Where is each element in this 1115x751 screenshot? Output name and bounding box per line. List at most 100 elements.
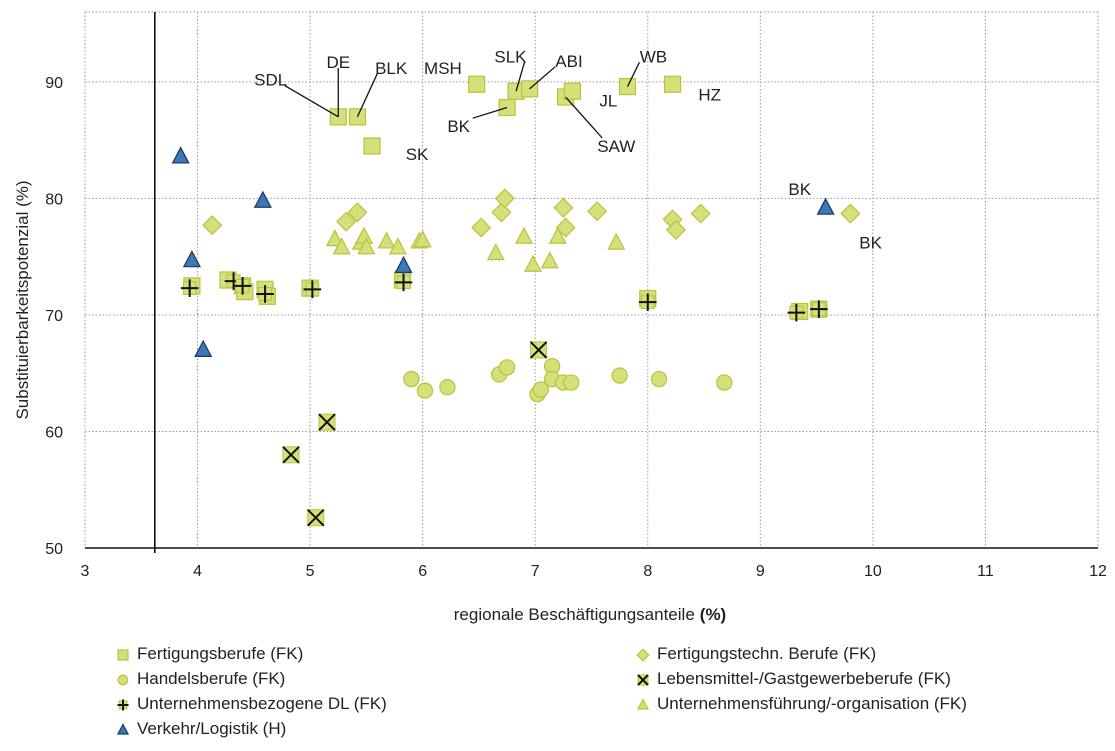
x-tick-label: 6 [418,563,427,580]
data-point-plus [303,280,322,299]
annotations: SDL DE BLK MSH SK SLK ABI BK SAW WB JL HZ BK BK [254,47,882,252]
data-point-triangle [413,230,432,248]
annotation-label: BLK [375,59,408,78]
data-point-triangle-blue [394,255,413,274]
data-point-triangle-blue [171,146,190,164]
data-point-square [563,82,581,100]
y-tick-label: 60 [45,424,63,441]
annotation-label: MSH [424,59,462,78]
data-point-square [498,98,516,117]
data-point-plus [256,285,274,303]
annotation-leader [565,96,603,139]
x-tick-label: 10 [864,563,882,580]
data-point-circle [716,374,733,391]
annotation-label: JL [599,92,617,111]
data-point-diamond [336,211,357,232]
y-tick-label: 90 [45,75,63,92]
data-point-triangle-blue [182,249,202,268]
data-point-x [529,341,548,359]
annotation-label: SAW [597,137,635,156]
data-point-diamond [491,202,512,223]
y-tick-label: 50 [45,541,63,558]
x-axis-label-text: regionale Beschäftigungsanteile [454,605,695,624]
y-tick-label: 80 [45,191,63,208]
data-point-triangle [357,237,376,255]
x-tick-label: 8 [643,563,652,580]
data-point-square [663,75,682,93]
data-point-plus [233,277,252,295]
annotation-leader [472,106,508,119]
data-point-triangle [607,232,626,250]
x-tick-label: 11 [977,563,994,580]
data-points [171,75,861,527]
data-point-diamond [665,219,686,240]
data-point-triangle-blue [194,339,213,357]
data-point-triangle [377,231,396,249]
data-point-plus [810,300,828,318]
annotation-label: SDL [254,71,287,90]
x-tick-label: 9 [756,563,765,580]
x-tick-label: 12 [1089,563,1107,580]
x-tick-label: 5 [306,563,315,580]
annotation-label: HZ [698,86,721,105]
data-point-diamond [347,202,368,223]
data-point-circle [650,370,668,388]
data-point-triangle [355,226,374,244]
data-point-triangle [514,226,533,244]
data-point-plus [787,303,806,322]
annotation-leader [515,62,526,92]
data-point-triangle [388,237,407,255]
x-tick-label: 7 [531,563,540,580]
data-point-circle [416,382,434,399]
annotation-leader [529,66,556,90]
grid-lines [84,11,1099,548]
data-point-diamond [587,201,608,222]
annotation-leader [356,73,378,118]
tick-labels: 3 4 5 6 7 8 9 10 11 12 50 60 70 80 90 [45,75,1107,580]
data-point-square [468,75,486,93]
data-point-plus [638,293,657,311]
y-tick-label: 70 [45,308,63,325]
y-axis-label: Substituierbarkeitspotenzial (%) [13,180,32,419]
annotation-leader [284,85,339,118]
x-tick-label: 3 [81,563,90,580]
data-point-diamond [840,203,861,224]
data-point-triangle [325,229,344,247]
annotation-label: SLK [494,47,527,66]
x-tick-label: 4 [193,563,202,580]
data-point-diamond [494,188,515,209]
data-point-plus [180,279,199,297]
data-point-circle [403,370,420,388]
data-point-triangle [332,237,351,255]
annotation-leader [626,61,640,87]
data-point-diamond [471,217,492,238]
data-point-diamond [553,197,574,218]
data-point-triangle [523,254,542,272]
annotation-label: DE [326,53,350,72]
annotation-label: BK [447,117,470,136]
data-point-diamond [555,217,576,238]
data-point-triangle-blue [253,190,272,208]
data-point-triangle [548,226,567,244]
data-point-triangle [540,251,559,269]
annotation-label: BK [859,234,882,253]
annotation-label: ABI [555,52,582,71]
data-point-square [363,137,381,155]
data-point-x [282,446,300,464]
data-point-diamond [690,203,711,224]
annotation-label: SK [406,145,429,164]
data-point-circle [498,359,516,376]
data-point-circle [563,374,580,391]
data-point-diamond [202,215,223,236]
data-point-triangle-blue [816,197,835,215]
data-point-plus [394,273,413,292]
annotation-label: BK [788,180,811,199]
annotation-label: WB [640,47,667,66]
axes [85,12,1098,553]
x-axis-label: regionale Beschäftigungsanteile (%) [454,605,726,624]
data-point-x [318,413,336,431]
data-point-circle [611,367,628,384]
data-point-triangle [486,243,505,261]
x-axis-label-unit: (%) [700,605,726,624]
